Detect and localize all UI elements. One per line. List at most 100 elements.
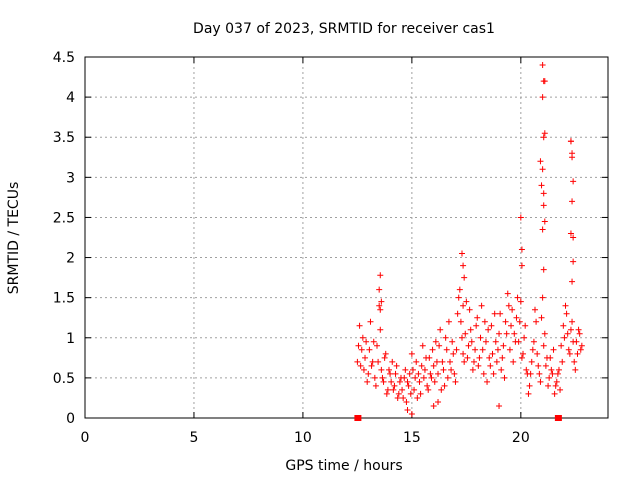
data-point [461,358,468,365]
data-point [375,358,382,365]
data-point [392,370,399,377]
data-point [451,370,458,377]
y-tick-label: 0.5 [53,371,75,387]
data-point [395,390,402,397]
data-point [541,330,548,337]
data-point [383,390,390,397]
data-point [371,374,378,381]
data-point [427,370,434,377]
data-point [436,342,443,349]
baseline-markers [354,415,562,421]
y-tick-label: 4.5 [53,50,75,66]
data-point [486,354,493,361]
data-point [399,386,406,393]
y-tick-label: 3.5 [53,130,75,146]
data-point [435,398,442,405]
data-point [377,272,384,279]
data-point [461,274,468,281]
data-point [466,306,473,313]
data-point [578,342,585,349]
data-point [503,330,510,337]
data-point [569,154,576,161]
data-point [362,354,369,361]
data-point [539,226,546,233]
baseline-marker [554,415,562,421]
data-point [484,378,491,385]
data-point [565,346,572,353]
data-point [552,382,559,389]
data-point [517,214,524,221]
data-point [523,366,530,373]
data-point [473,322,480,329]
data-point [368,362,375,369]
data-point [541,78,548,85]
data-point [567,230,574,237]
data-point [441,382,448,389]
data-point [460,262,467,269]
data-point [432,338,439,345]
data-point [415,370,422,377]
data-point [529,346,536,353]
x-tick-label: 5 [189,430,198,446]
data-point [562,302,569,309]
data-point [450,350,457,357]
data-point [380,378,387,385]
data-point [570,234,577,241]
data-point [407,390,414,397]
data-point [404,378,411,385]
data-point [539,62,546,69]
data-point [531,306,538,313]
data-point [539,294,546,301]
data-point [378,366,385,373]
data-point [449,338,456,345]
data-point [541,130,548,137]
data-point [416,378,423,385]
data-point [534,350,541,357]
data-point [548,366,555,373]
data-point [409,366,416,373]
data-point [417,390,424,397]
data-point [435,370,442,377]
data-point [401,374,408,381]
y-tick-label: 0 [66,411,75,427]
data-point [567,326,574,333]
data-point [488,322,495,329]
data-point [540,266,547,273]
data-point [428,374,435,381]
data-point [564,330,571,337]
data-point [492,338,499,345]
data-point [393,362,400,369]
axis-ticks: 0 0.5 1 1.5 2 2.5 3 3.5 4 4.5 0 5 10 15 20 [53,50,608,446]
data-point [510,358,517,365]
data-point [413,358,420,365]
baseline-marker [354,415,362,421]
data-point [394,394,401,401]
data-point [359,334,366,341]
data-point [496,330,503,337]
data-point [496,402,503,409]
data-point [377,306,384,313]
data-point [476,354,483,361]
data-point [470,358,477,365]
data-point [411,386,418,393]
data-point [376,302,383,309]
data-point [464,354,471,361]
data-point [424,382,431,389]
x-tick-label: 0 [81,430,90,446]
data-point [538,314,545,321]
data-point [525,390,532,397]
y-tick-label: 1.5 [53,291,75,307]
data-point [497,310,504,317]
data-point [400,394,407,401]
data-point [445,318,452,325]
data-point [463,298,470,305]
data-point [540,134,547,141]
y-tick-label: 4 [66,90,75,106]
data-point [412,374,419,381]
data-point [542,362,549,369]
data-point [363,338,370,345]
data-point [537,158,544,165]
data-point [549,370,556,377]
data-point [569,198,576,205]
data-point [356,322,363,329]
